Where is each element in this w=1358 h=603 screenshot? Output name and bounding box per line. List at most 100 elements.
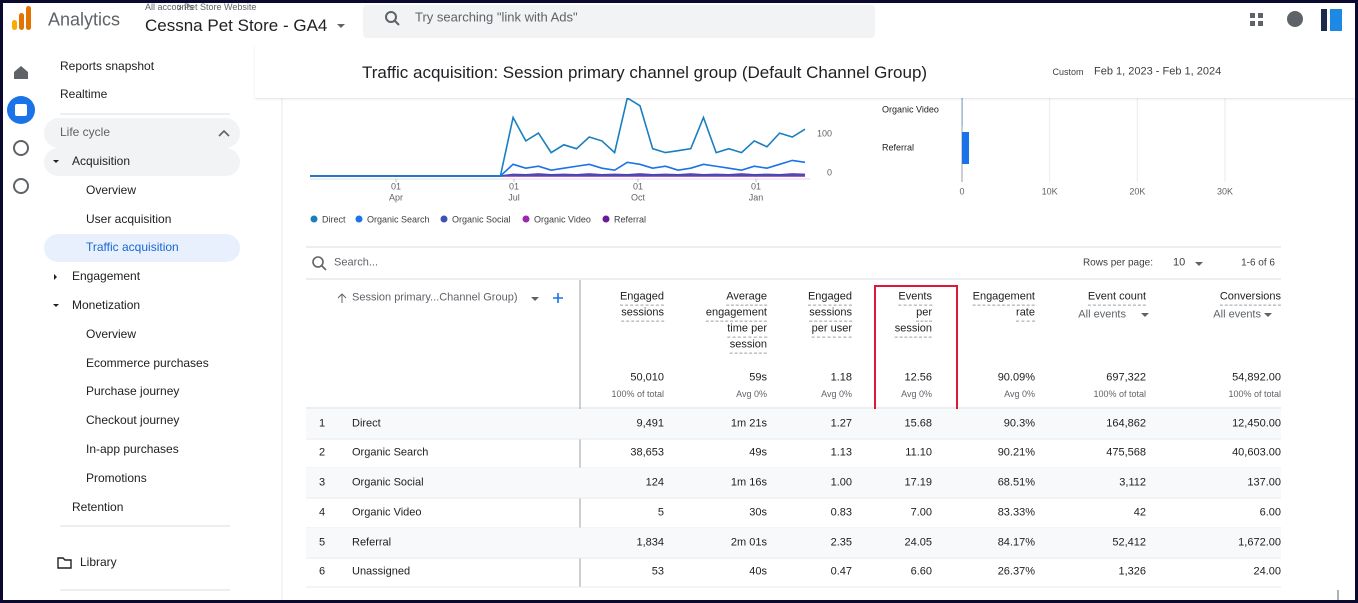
breadcrumb[interactable]: Pet Store Website [184,1,257,12]
selected-item-bg [44,234,240,262]
x-tick-label: Oct [631,192,646,202]
nav-item[interactable]: Checkout journey [86,413,180,428]
nav-item[interactable]: Reports snapshot [60,59,155,74]
column-header[interactable]: Engagement [972,291,1035,306]
cell: 2.35 [830,536,852,549]
column-header[interactable]: Events [898,291,932,306]
column-total: 12.56 [904,371,932,384]
caret[interactable] [531,297,539,301]
cell: 1m 21s [730,417,767,430]
nav-section[interactable]: Life cycle [60,125,111,140]
row-index: 3 [318,476,326,489]
date-range[interactable]: Feb 1, 2023 - Feb 1, 2024 [1094,65,1222,78]
column-total-note: Avg 0% [821,388,852,399]
nav-item[interactable]: Overview [86,327,137,342]
column-header[interactable]: rate [1016,307,1035,322]
nav-item[interactable]: Overview [86,183,137,198]
column-header[interactable]: sessions [621,307,664,322]
cell: 12,450.00 [1232,417,1281,430]
report-title: Traffic acquisition: Session primary cha… [362,63,928,83]
row-dimension[interactable]: Unassigned [352,565,411,578]
column-header[interactable]: session [729,339,767,354]
nav-item[interactable]: Acquisition [72,154,131,169]
apps-icon[interactable] [1250,13,1263,26]
report-header [255,45,1358,98]
column-total-note: 100% of total [1228,388,1281,399]
column-subheader[interactable]: All events [1078,308,1126,321]
nav-item[interactable]: Monetization [72,298,141,313]
row-dimension[interactable]: Organic Social [352,476,424,489]
cell: 49s [749,446,767,459]
legend-swatch [355,215,363,223]
row-index: 2 [318,446,326,459]
nav-item[interactable]: Traffic acquisition [86,240,179,255]
column-header[interactable]: per [916,307,932,322]
column-header[interactable]: Engaged [807,291,852,306]
column-header[interactable]: Conversions [1219,291,1281,306]
cell: 17.19 [904,476,932,489]
legend-swatch [522,215,530,223]
row-dimension[interactable]: Organic Video [352,506,422,519]
cell: 1m 16s [730,476,767,489]
nav-item[interactable]: Promotions [86,471,147,486]
help-icon[interactable] [1287,11,1303,27]
account-icon[interactable] [1330,9,1342,31]
account-icon[interactable] [1321,9,1327,31]
x-tick-label: 01 [751,181,761,191]
column-header[interactable]: Engaged [619,291,664,306]
nav-item[interactable]: Engagement [72,269,141,284]
search-placeholder[interactable]: Try searching "link with Ads" [415,9,578,25]
nav-item[interactable]: Purchase journey [86,384,180,399]
folder-icon [57,557,72,569]
column-header[interactable]: per user [811,323,852,338]
nav-item[interactable]: Ecommerce purchases [86,356,209,371]
cell: 0.47 [830,565,852,578]
row-index: 4 [318,506,326,519]
legend-swatch [602,215,610,223]
caret[interactable] [1264,313,1272,317]
advertising-icon[interactable] [13,178,29,194]
property-name[interactable]: Cessna Pet Store - GA4 [145,16,328,36]
cell: 84.17% [997,536,1035,549]
column-total-note: Avg 0% [736,388,767,399]
cell: 3,112 [1119,476,1146,489]
row-dimension[interactable]: Direct [352,417,381,430]
column-header[interactable]: Event count [1087,291,1146,306]
cell: 38,653 [630,446,664,459]
cell: 90.3% [1003,417,1035,430]
column-subheader[interactable]: All events [1213,308,1261,321]
column-total: 697,322 [1106,371,1146,384]
logo [26,6,31,30]
x-tick-label: 20K [1129,186,1145,196]
column-header[interactable]: Average [726,291,767,306]
sort-icon[interactable] [337,293,347,303]
row-dimension[interactable]: Organic Search [352,446,429,459]
column-header[interactable]: time per [727,323,767,338]
row-dimension[interactable]: Referral [352,536,392,549]
home-icon[interactable] [14,66,28,79]
explore-icon[interactable] [13,140,29,156]
caret[interactable] [1195,262,1203,266]
add-dimension[interactable] [553,293,563,303]
nav-item[interactable]: User acquisition [86,212,172,227]
table-search[interactable]: Search... [334,256,379,269]
search-bar[interactable] [363,5,875,38]
rows-per-page[interactable]: 10 [1173,256,1186,269]
column-header[interactable]: session [894,323,932,338]
search-icon [394,20,400,26]
legend-swatch [310,215,318,223]
caret[interactable] [1141,313,1149,317]
column-header[interactable]: sessions [809,307,852,322]
nav-item[interactable]: Realtime [60,87,108,102]
breadcrumb[interactable]: All accounts [145,1,194,12]
cell: 83.33% [997,506,1035,519]
nav-item[interactable]: In-app purchases [86,442,179,457]
nav-item[interactable]: Library [80,555,117,570]
cell: 52,412 [1112,536,1146,549]
dimension-header[interactable]: Session primary...Channel Group) [352,291,518,304]
legend-label: Referral [614,214,646,224]
nav-item[interactable]: Retention [72,500,124,515]
cell: 6.60 [910,565,932,578]
column-header[interactable]: engagement [705,307,767,322]
